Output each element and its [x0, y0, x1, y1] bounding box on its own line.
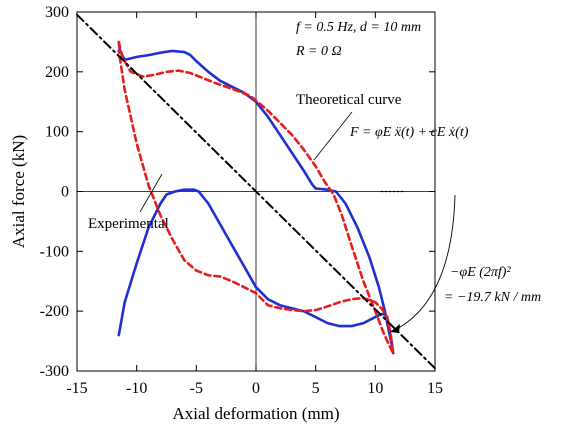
x-tick-label: -15: [66, 380, 87, 397]
theoretical-leader-line: [313, 111, 353, 161]
slope-line: [76, 13, 436, 370]
theoretical-formula: F = φE ẍ(t) + cE ẋ(t): [349, 125, 469, 140]
y-tick-label: 200: [45, 64, 69, 81]
y-axis-title: Axial force (kN): [9, 135, 28, 248]
x-tick-label: 0: [252, 380, 260, 397]
series-layer: [76, 13, 436, 370]
tick-labels: -15 -10 -5 0 5 10 15 300 200 100 0 -100 -200 -300: [40, 4, 443, 397]
y-tick-label: -300: [40, 363, 69, 380]
y-tick-label: 0: [61, 184, 69, 201]
conditions-line-2: R = 0 Ω: [295, 44, 342, 59]
y-tick-label: 300: [45, 4, 69, 21]
theoretical-curve-label: Theoretical curve: [296, 92, 402, 108]
y-tick-label: -100: [40, 243, 69, 260]
x-tick-label: -10: [126, 380, 147, 397]
experimental-leader-line: [139, 173, 163, 213]
conditions-line-1: f = 0.5 Hz, d = 10 mm: [296, 20, 421, 35]
slope-formula: −φE (2πf)²: [450, 265, 511, 280]
experimental-label: Experimental: [88, 216, 169, 232]
slope-arrowhead: [390, 324, 400, 333]
experimental-curve: [117, 41, 395, 355]
x-tick-label: -5: [190, 380, 203, 397]
x-axis-title: Axial deformation (mm): [172, 404, 339, 423]
x-tick-label: 10: [367, 380, 383, 397]
x-tick-label: 15: [427, 380, 443, 397]
x-tick-label: 5: [312, 380, 320, 397]
y-tick-label: -200: [40, 303, 69, 320]
axis-ticks: [76, 11, 436, 372]
y-tick-label: 100: [45, 124, 69, 141]
theoretical-curve: [117, 40, 395, 355]
slope-leader-arrow: [394, 194, 456, 331]
slope-value: = −19.7 kN / mm: [444, 290, 541, 305]
